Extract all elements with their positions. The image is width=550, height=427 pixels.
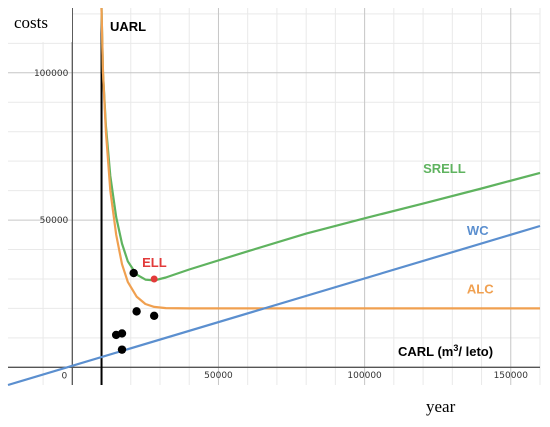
scatter-point xyxy=(117,329,127,338)
ell-label: ELL xyxy=(142,255,167,270)
series-label-srell: SRELL xyxy=(423,161,466,176)
grid xyxy=(8,8,541,385)
y-tick-label: 50000 xyxy=(40,216,69,226)
ell-point xyxy=(150,275,158,283)
x-tick-label: 150000 xyxy=(494,371,529,381)
data-points xyxy=(111,268,159,354)
y-axis-label: costs xyxy=(14,13,48,32)
x-axis-label: year xyxy=(426,397,456,416)
series-line-alc xyxy=(100,7,540,310)
series-line-wc xyxy=(7,224,541,387)
scatter-point xyxy=(132,307,141,316)
x-tick-label: 50000 xyxy=(204,371,233,381)
series-labels: SRELL ALC WC ELL xyxy=(142,161,494,297)
y-tick-label: 100000 xyxy=(34,69,69,79)
x-axis-annotation: CARL (m3/ leto) xyxy=(398,343,493,359)
scatter-point xyxy=(117,345,127,354)
scatter-point xyxy=(149,311,159,320)
tick-labels: 0 50000 100000 150000 50000 100000 xyxy=(34,69,528,382)
x-axis-annotation-sup: 3 xyxy=(453,343,458,353)
uarl-label: UARL xyxy=(110,19,146,34)
series-label-alc: ALC xyxy=(467,282,494,297)
scatter-point xyxy=(129,268,138,278)
series-label-wc: WC xyxy=(467,223,489,238)
series-lines xyxy=(7,7,541,387)
plot-background xyxy=(8,8,540,388)
x-tick-label: 0 xyxy=(61,371,67,381)
x-tick-label: 100000 xyxy=(347,371,382,381)
ylabel-background xyxy=(8,8,72,42)
